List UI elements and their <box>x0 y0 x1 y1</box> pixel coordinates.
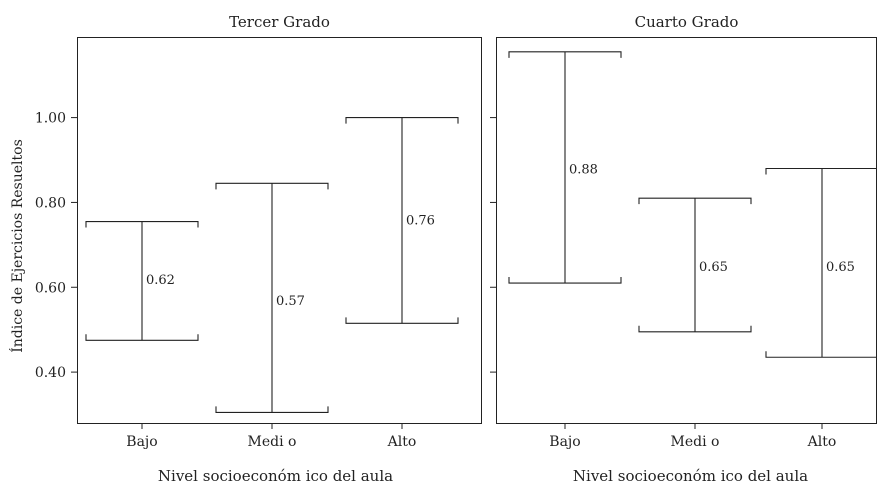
errorbar-bajo: 0.62 <box>85 220 199 341</box>
errorbar-top-cap <box>345 117 459 124</box>
y-tick-label: 0.60 <box>35 280 66 296</box>
panel-title: Cuarto Grado <box>635 13 739 31</box>
errorbar-medio: 0.65 <box>638 197 752 333</box>
y-tick-label: 1.00 <box>35 111 66 127</box>
data-label: 0.76 <box>406 213 435 228</box>
x-axis-label: Nivel socioeconóm ico del aula <box>158 467 393 485</box>
errorbar-bottom-cap <box>215 406 329 413</box>
errorbar-bottom-cap <box>345 317 459 324</box>
errorbar-bottom-cap <box>765 351 877 358</box>
x-axis-label: Nivel socioeconóm ico del aula <box>573 467 808 485</box>
x-category-label: Medi o <box>671 434 720 450</box>
chart-panels: Tercer Grado 0.40 0.60 0.80 1.00 0.62 Bajo 0.57… <box>35 13 877 485</box>
errorbar-bajo: 0.88 <box>508 51 622 284</box>
x-category-label: Medi o <box>248 434 297 450</box>
errorbar-top-cap <box>85 220 199 228</box>
panel-title: Tercer Grado <box>229 13 330 31</box>
data-label: 0.65 <box>699 260 728 275</box>
errorbar-alto: 0.76 <box>345 117 459 324</box>
x-category-label: Bajo <box>549 434 580 450</box>
y-tick-label: 0.40 <box>35 365 66 381</box>
errorbar-bottom-cap <box>508 277 622 284</box>
panel-frame <box>496 37 877 424</box>
data-label: 0.62 <box>146 273 175 288</box>
errorbar-bottom-cap <box>85 334 199 341</box>
panel-1: Tercer Grado 0.40 0.60 0.80 1.00 0.62 Bajo 0.57… <box>35 13 482 485</box>
x-category-label: Alto <box>387 434 417 450</box>
panel-frame <box>77 37 482 424</box>
data-label: 0.65 <box>826 260 855 275</box>
y-tick-label: 0.80 <box>35 195 66 211</box>
data-label: 0.88 <box>569 162 598 177</box>
errorbar-alto: 0.65 <box>765 167 877 358</box>
errorbar-medio: 0.57 <box>215 182 329 413</box>
panel-2: Cuarto Grado 0.88 Bajo 0.65 Medi o 0.65 Alto Ni… <box>490 13 877 485</box>
y-axis-label: Índice de Ejercicios Resueltos <box>8 139 26 353</box>
x-category-label: Alto <box>807 434 837 450</box>
x-category-label: Bajo <box>126 434 157 450</box>
data-label: 0.57 <box>276 294 305 309</box>
